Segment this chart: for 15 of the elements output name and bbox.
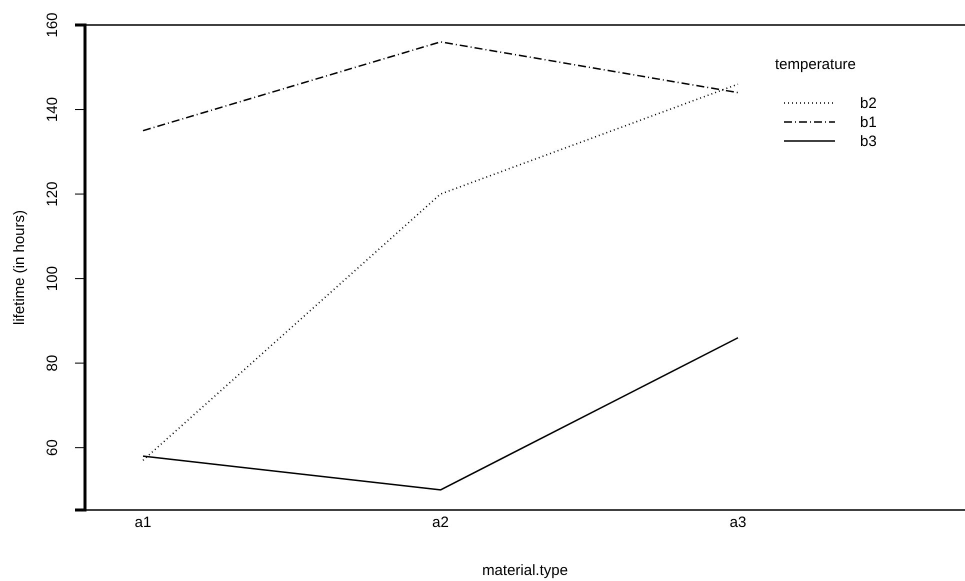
y-tick-label: 80 [44,354,61,372]
legend-label: b2 [860,95,877,112]
legend-label: b1 [860,114,877,131]
x-tick-label: a2 [432,514,449,531]
y-tick-label: 100 [44,266,61,292]
legend-title: temperature [775,56,856,73]
y-tick-label: 60 [44,439,61,456]
x-axis-title: material.type [482,562,568,579]
x-tick-label: a1 [134,514,152,531]
legend-label: b3 [860,133,877,150]
y-axis-title: lifetime (in hours) [11,210,28,326]
y-tick-label: 140 [44,97,61,122]
x-tick-label: a3 [730,514,746,531]
y-tick-label: 160 [44,12,61,38]
y-tick-label: 120 [44,182,61,207]
